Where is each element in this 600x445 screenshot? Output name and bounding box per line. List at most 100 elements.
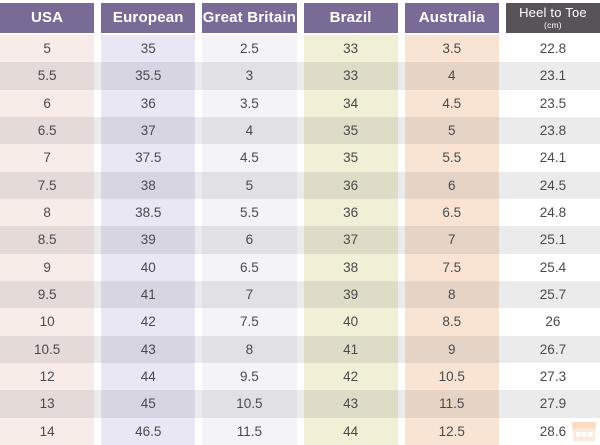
column-header-label: USA	[30, 9, 64, 27]
table-row: 12 44 9.5 42 10.5 27.3	[0, 362, 600, 391]
table-row: 7.5 38 5 36 6 24.5	[0, 171, 600, 200]
table-cell-european: 43	[101, 335, 196, 363]
table-cell-great-britain: 2.5	[202, 35, 297, 63]
table-cell-heel-to-toe: 23.5	[505, 89, 600, 117]
table-cell-great-britain: 8	[202, 335, 297, 363]
table-row: 7 37.5 4.5 35 5.5 24.1	[0, 144, 600, 172]
table-cell-brazil: 37	[303, 226, 398, 254]
table-cell-great-britain: 4	[202, 116, 297, 145]
table-cell-brazil: 34	[303, 89, 398, 117]
table-cell-australia: 7	[404, 226, 499, 254]
table-cell-great-britain: 3.5	[202, 89, 297, 117]
table-cell-heel-to-toe: 25.1	[505, 226, 600, 254]
table-cell-european: 42	[101, 308, 196, 336]
table-cell-heel-to-toe: 26.7	[505, 335, 600, 363]
table-cell-great-britain: 10.5	[202, 390, 297, 418]
column-header-label: Great Britain	[202, 9, 297, 27]
table-cell-european: 39	[101, 226, 196, 254]
column-header-great-britain: Great Britain	[202, 3, 297, 33]
size-conversion-table: USA European Great Britain Brazil Australia H…	[0, 3, 600, 445]
table-cell-great-britain: 7.5	[202, 308, 297, 336]
table-row: 10.5 43 8 41 9 26.7	[0, 335, 600, 364]
table-cell-usa: 5	[0, 35, 95, 63]
table-cell-brazil: 36	[303, 171, 398, 199]
table-cell-heel-to-toe: 27.3	[505, 362, 600, 391]
column-header-label: Brazil	[329, 9, 372, 27]
table-cell-heel-to-toe: 25.4	[505, 253, 600, 281]
table-cell-usa: 10.5	[0, 335, 95, 363]
table-header-row: USA European Great Britain Brazil Australia H…	[0, 3, 600, 33]
table-cell-european: 35	[101, 35, 196, 63]
table-row: 6 36 3.5 34 4.5 23.5	[0, 89, 600, 117]
table-cell-usa: 6	[0, 89, 95, 117]
table-cell-brazil: 33	[303, 62, 398, 90]
table-cell-brazil: 39	[303, 280, 398, 309]
table-cell-great-britain: 11.5	[202, 417, 297, 445]
table-cell-brazil: 40	[303, 308, 398, 336]
column-header-brazil: Brazil	[303, 3, 398, 33]
table-cell-australia: 6.5	[404, 198, 499, 227]
table-cell-usa: 6.5	[0, 116, 95, 145]
table-cell-brazil: 41	[303, 335, 398, 363]
table-cell-brazil: 36	[303, 198, 398, 227]
table-cell-european: 37	[101, 116, 196, 145]
table-cell-great-britain: 6.5	[202, 253, 297, 281]
table-cell-australia: 8	[404, 280, 499, 309]
table-cell-european: 44	[101, 362, 196, 391]
table-cell-european: 40	[101, 253, 196, 281]
table-cell-heel-to-toe: 23.8	[505, 116, 600, 145]
table-row: 5.5 35.5 3 33 4 23.1	[0, 62, 600, 90]
table-cell-usa: 8.5	[0, 226, 95, 254]
table-cell-european: 45	[101, 390, 196, 418]
table-cell-brazil: 43	[303, 390, 398, 418]
column-header-sublabel: (cm)	[544, 19, 562, 30]
table-cell-european: 37.5	[101, 144, 196, 172]
column-header-usa: USA	[0, 3, 95, 33]
table-cell-great-britain: 3	[202, 62, 297, 90]
table-cell-australia: 4	[404, 62, 499, 90]
table-cell-australia: 5	[404, 116, 499, 145]
table-cell-heel-to-toe: 22.8	[505, 35, 600, 63]
table-cell-australia: 9	[404, 335, 499, 363]
table-row: 10 42 7.5 40 8.5 26	[0, 308, 600, 336]
table-row: 6.5 37 4 35 5 23.8	[0, 116, 600, 145]
table-cell-heel-to-toe: 23.1	[505, 62, 600, 90]
column-header-label: Australia	[418, 9, 485, 27]
table-cell-australia: 4.5	[404, 89, 499, 117]
table-cell-brazil: 33	[303, 35, 398, 63]
table-cell-european: 38.5	[101, 198, 196, 227]
table-cell-great-britain: 9.5	[202, 362, 297, 391]
shop-icon	[572, 422, 596, 441]
table-cell-usa: 7.5	[0, 171, 95, 199]
table-cell-heel-to-toe: 28.6	[505, 417, 600, 445]
table-row: 8.5 39 6 37 7 25.1	[0, 226, 600, 254]
table-row: 14 46.5 11.5 44 12.5 28.6	[0, 417, 600, 445]
table-cell-brazil: 35	[303, 116, 398, 145]
table-cell-australia: 11.5	[404, 390, 499, 418]
table-cell-australia: 3.5	[404, 35, 499, 63]
table-cell-usa: 5.5	[0, 62, 95, 90]
table-cell-heel-to-toe: 24.8	[505, 198, 600, 227]
table-cell-european: 41	[101, 280, 196, 309]
table-cell-heel-to-toe: 25.7	[505, 280, 600, 309]
table-cell-great-britain: 5	[202, 171, 297, 199]
table-cell-european: 38	[101, 171, 196, 199]
table-cell-brazil: 44	[303, 417, 398, 445]
table-cell-heel-to-toe: 26	[505, 308, 600, 336]
table-cell-usa: 9.5	[0, 280, 95, 309]
table-cell-usa: 10	[0, 308, 95, 336]
table-cell-australia: 7.5	[404, 253, 499, 281]
table-cell-australia: 6	[404, 171, 499, 199]
table-cell-australia: 10.5	[404, 362, 499, 391]
table-body: 5 35 2.5 33 3.5 22.8 5.5 35.5 3 33 4 23.1 6 36 3.5 34 4.…	[0, 35, 600, 445]
column-header-european: European	[101, 3, 196, 33]
column-header-label: Heel to Toe	[519, 5, 587, 21]
table-cell-heel-to-toe: 24.5	[505, 171, 600, 199]
table-row: 13 45 10.5 43 11.5 27.9	[0, 390, 600, 418]
table-cell-brazil: 42	[303, 362, 398, 391]
column-header-australia: Australia	[404, 3, 499, 33]
table-cell-great-britain: 4.5	[202, 144, 297, 172]
table-cell-australia: 5.5	[404, 144, 499, 172]
table-row: 9 40 6.5 38 7.5 25.4	[0, 253, 600, 281]
table-cell-australia: 12.5	[404, 417, 499, 445]
